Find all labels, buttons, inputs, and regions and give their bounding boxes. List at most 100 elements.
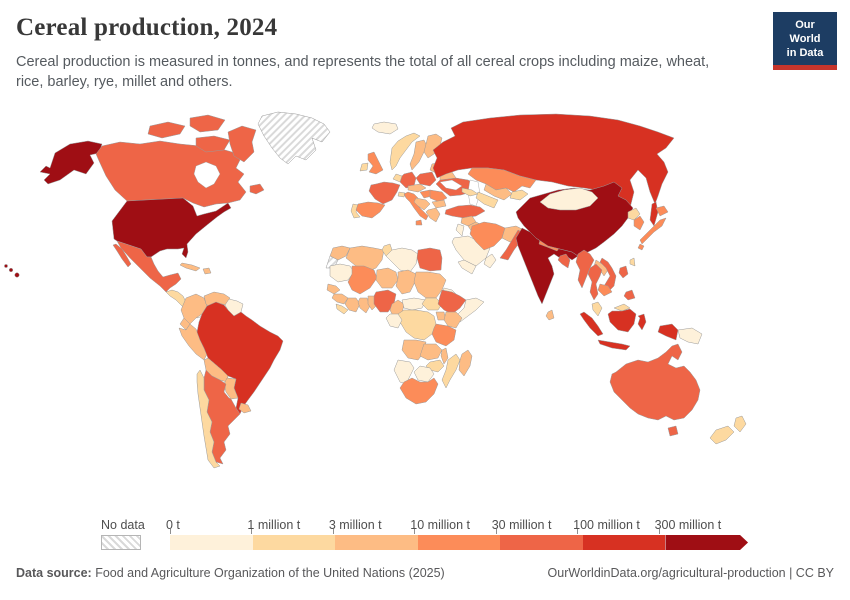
- country-kenya[interactable]: [443, 311, 463, 329]
- country-greenland[interactable]: [257, 111, 331, 165]
- country-japan-honshu[interactable]: [639, 217, 667, 245]
- country-canada-baffin[interactable]: [227, 125, 257, 163]
- country-cambodia[interactable]: [597, 283, 613, 297]
- legend-segment-1-3m[interactable]: [252, 535, 336, 550]
- country-brazil[interactable]: [196, 301, 284, 415]
- owid-link[interactable]: OurWorldinData.org/agricultural-producti…: [547, 566, 834, 580]
- country-canada-newfoundland[interactable]: [249, 183, 265, 195]
- country-australia[interactable]: [609, 343, 701, 421]
- country-iran[interactable]: [469, 221, 506, 251]
- country-philippines-luzon[interactable]: [618, 265, 629, 279]
- country-united-kingdom[interactable]: [367, 151, 384, 175]
- country-switzerland[interactable]: [397, 191, 406, 198]
- country-sudan[interactable]: [413, 271, 447, 299]
- country-libya[interactable]: [385, 247, 419, 273]
- country-north-korea[interactable]: [627, 207, 641, 221]
- country-poland[interactable]: [415, 171, 437, 187]
- country-chile[interactable]: [196, 369, 221, 469]
- country-sweden[interactable]: [409, 139, 428, 171]
- country-papua-new-guinea[interactable]: [677, 327, 703, 345]
- legend-segment-300m-plus[interactable]: [665, 535, 748, 550]
- country-tasmania[interactable]: [667, 425, 679, 437]
- country-algeria[interactable]: [345, 245, 385, 273]
- country-malawi[interactable]: [440, 347, 449, 365]
- legend-segment-30-100m[interactable]: [500, 535, 583, 550]
- country-south-africa[interactable]: [399, 377, 439, 405]
- country-sri-lanka[interactable]: [545, 309, 555, 321]
- country-indonesia-java[interactable]: [597, 339, 631, 351]
- country-uzbekistan[interactable]: [483, 183, 513, 201]
- country-new-zealand-south[interactable]: [709, 425, 735, 445]
- legend-no-data-swatch[interactable]: [101, 535, 141, 550]
- country-russia-sakhalin[interactable]: [649, 201, 659, 227]
- country-myanmar[interactable]: [575, 249, 595, 289]
- country-new-zealand-north[interactable]: [733, 415, 747, 433]
- country-japan-hokkaido[interactable]: [655, 205, 669, 217]
- country-taiwan[interactable]: [629, 257, 636, 267]
- country-oman[interactable]: [483, 253, 497, 269]
- country-mexico[interactable]: [116, 240, 182, 293]
- country-drc[interactable]: [397, 309, 437, 341]
- country-finland[interactable]: [423, 133, 443, 159]
- country-indonesia-sumatra[interactable]: [579, 311, 604, 337]
- country-philippines-mindanao[interactable]: [623, 289, 636, 301]
- country-bulgaria[interactable]: [431, 199, 447, 209]
- country-gabon-congo[interactable]: [385, 313, 403, 329]
- country-canada[interactable]: [95, 140, 247, 208]
- country-mali[interactable]: [347, 265, 378, 295]
- country-bangladesh[interactable]: [557, 253, 571, 269]
- country-israel-jordan[interactable]: [455, 223, 465, 237]
- country-france[interactable]: [368, 181, 401, 205]
- country-norway[interactable]: [389, 132, 421, 171]
- country-bolivia[interactable]: [203, 357, 229, 383]
- country-cuba[interactable]: [179, 262, 201, 272]
- country-netherlands-belgium[interactable]: [392, 173, 403, 183]
- country-canada-arctic-3[interactable]: [195, 135, 231, 153]
- country-south-sudan[interactable]: [421, 297, 443, 311]
- country-yemen[interactable]: [457, 259, 477, 275]
- country-thailand[interactable]: [587, 263, 603, 301]
- country-italy-sicily[interactable]: [415, 219, 423, 226]
- country-sierra-leone-liberia[interactable]: [335, 303, 349, 315]
- country-central-african-republic[interactable]: [401, 297, 427, 311]
- legend-segment-0-1m[interactable]: [170, 535, 253, 550]
- country-iceland[interactable]: [371, 121, 399, 135]
- country-guinea[interactable]: [331, 293, 349, 305]
- country-chad[interactable]: [395, 269, 417, 295]
- country-zambia[interactable]: [419, 343, 443, 361]
- country-turkmenistan[interactable]: [475, 191, 499, 209]
- country-kyrgyzstan-tajikistan[interactable]: [509, 189, 529, 201]
- country-kazakhstan[interactable]: [467, 167, 537, 193]
- country-ethiopia[interactable]: [437, 289, 467, 315]
- country-colombia[interactable]: [180, 293, 208, 325]
- country-greece[interactable]: [425, 207, 441, 223]
- country-mongolia[interactable]: [539, 187, 599, 211]
- country-nigeria[interactable]: [373, 289, 397, 313]
- country-balkans[interactable]: [413, 197, 431, 211]
- country-austria-czechia[interactable]: [407, 183, 427, 193]
- country-uruguay[interactable]: [238, 402, 252, 414]
- legend-segment-10-30m[interactable]: [417, 535, 501, 550]
- country-tanzania[interactable]: [431, 323, 457, 347]
- country-ivory-coast[interactable]: [344, 297, 361, 313]
- legend-segment-100-300m[interactable]: [582, 535, 666, 550]
- country-turkey[interactable]: [444, 204, 486, 219]
- country-malaysia[interactable]: [591, 301, 603, 317]
- country-indonesia-sulawesi[interactable]: [637, 313, 647, 331]
- country-caucasus[interactable]: [461, 187, 479, 197]
- country-canada-arctic-1[interactable]: [147, 121, 186, 139]
- country-mexico-baja[interactable]: [112, 243, 132, 268]
- country-italy[interactable]: [403, 191, 429, 221]
- country-indonesia-kalimantan[interactable]: [607, 308, 637, 333]
- country-malaysia-borneo[interactable]: [613, 303, 631, 312]
- country-hawaii[interactable]: [4, 264, 20, 278]
- country-egypt[interactable]: [416, 247, 443, 272]
- country-spain[interactable]: [355, 201, 386, 219]
- country-canada-arctic-2[interactable]: [189, 114, 226, 133]
- country-japan-kyushu[interactable]: [637, 243, 645, 251]
- country-south-korea[interactable]: [633, 215, 645, 231]
- country-ghana[interactable]: [357, 297, 371, 314]
- country-hispaniola[interactable]: [202, 267, 212, 275]
- country-mozambique[interactable]: [441, 353, 461, 389]
- country-indonesia-papua[interactable]: [657, 323, 679, 341]
